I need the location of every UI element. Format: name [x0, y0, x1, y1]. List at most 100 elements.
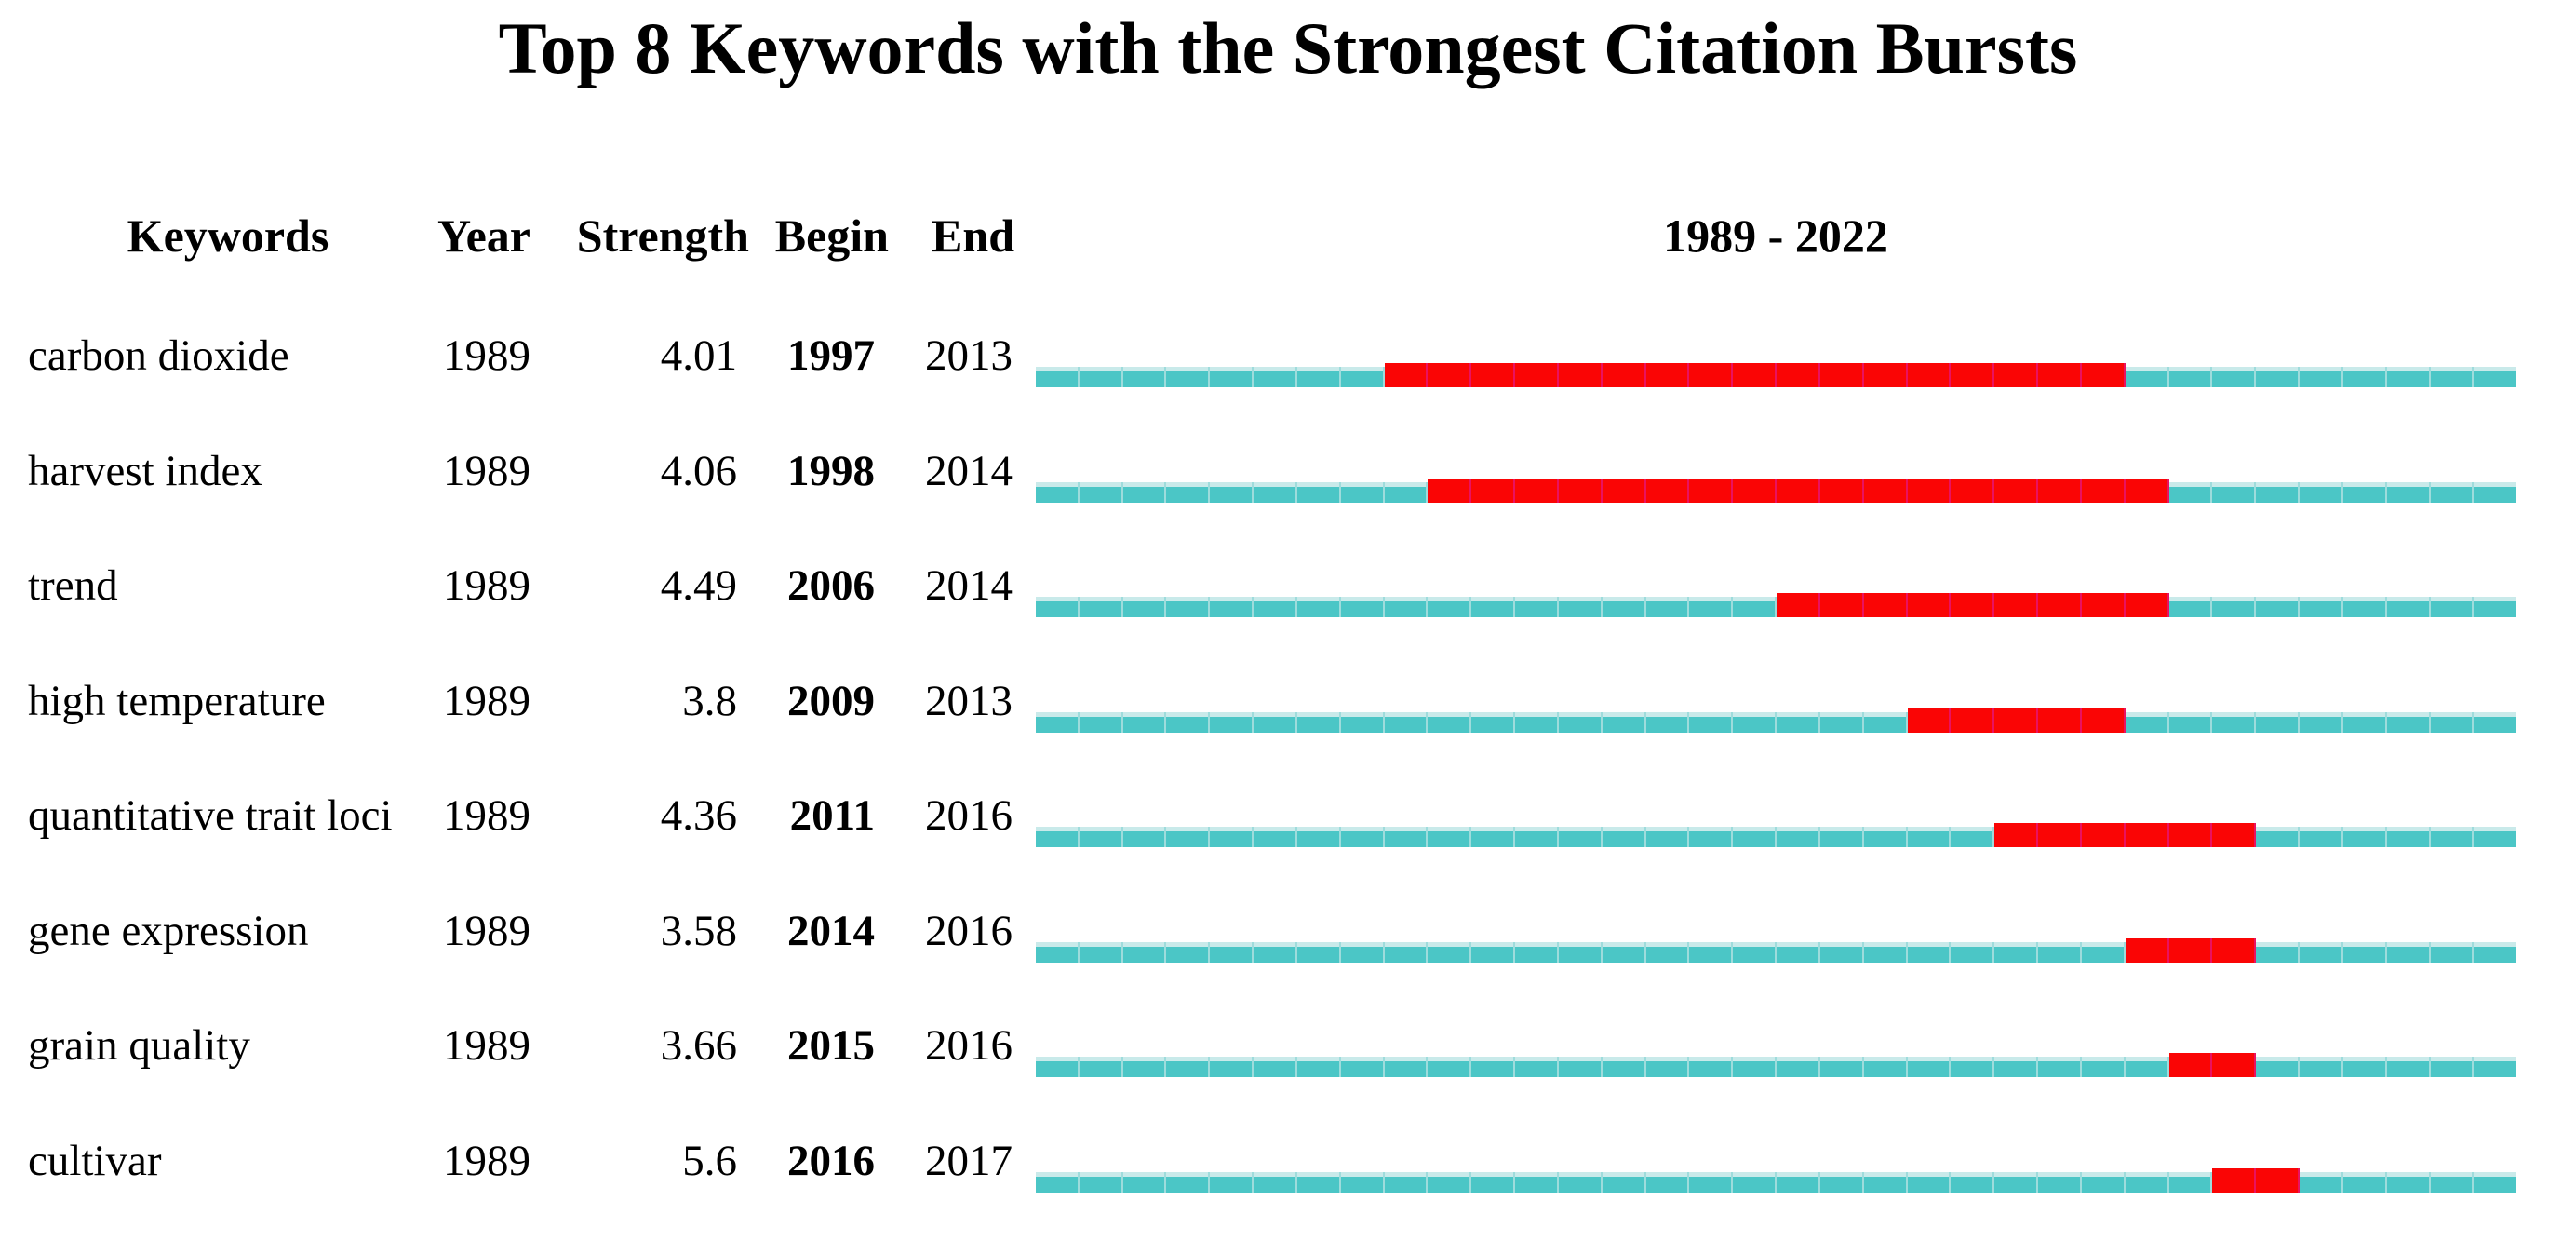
timeline-year-cell — [2474, 367, 2516, 387]
strength-cell: 4.06 — [660, 446, 737, 495]
timeline-year-cell — [2474, 1057, 2516, 1077]
timeline-year-cell — [1122, 1171, 1167, 1193]
timeline-year-cell — [1166, 367, 1211, 387]
timeline-year-cell — [1689, 1057, 1734, 1077]
timeline-year-cell — [2256, 597, 2301, 617]
strength-cell: 4.36 — [660, 791, 737, 840]
timeline-year-cell — [2386, 367, 2431, 387]
year-cell: 1989 — [443, 1136, 530, 1185]
timeline-year-cell — [2430, 1171, 2475, 1193]
timeline-year-cell — [2300, 1057, 2343, 1077]
burst-segment — [1602, 363, 1646, 387]
timeline-year-cell — [1733, 1057, 1778, 1077]
timeline-year-cell — [1733, 827, 1778, 847]
timeline-year-cell — [1907, 827, 1952, 847]
timeline-year-cell — [1296, 1057, 1341, 1077]
burst-segment — [1689, 363, 1734, 387]
timeline-year-cell — [1558, 597, 1603, 617]
burst-row: high temperature 1989 3.8 2009 2013 — [0, 641, 2576, 757]
timeline-year-cell — [1471, 711, 1516, 733]
timeline-year-cell — [1863, 1171, 1908, 1193]
timeline-year-cell — [2386, 1171, 2431, 1193]
timeline-year-cell — [2430, 941, 2475, 963]
timeline-year-cell — [1036, 711, 1080, 733]
burst-segment — [1907, 593, 1952, 617]
timeline-year-cell — [1471, 597, 1516, 617]
timeline-track — [1036, 1167, 2516, 1193]
keyword-cell: harvest index — [28, 446, 262, 495]
timeline-year-cell — [1863, 941, 1908, 963]
timeline-year-cell — [2430, 711, 2475, 733]
timeline-year-cell — [1210, 481, 1254, 503]
year-cell: 1989 — [443, 1021, 530, 1070]
timeline-year-cell — [1777, 711, 1820, 733]
timeline-year-cell — [1645, 1057, 1690, 1077]
burst-segment — [1907, 363, 1952, 387]
burst-segment — [1777, 478, 1820, 503]
timeline-year-cell — [1079, 481, 1123, 503]
timeline-year-cell — [1166, 827, 1211, 847]
burst-segment — [1863, 593, 1908, 617]
burst-segment — [2212, 1167, 2257, 1193]
timeline-year-cell — [1428, 597, 1472, 617]
keyword-cell: carbon dioxide — [28, 331, 289, 380]
timeline-year-cell — [2474, 597, 2516, 617]
burst-segment — [2212, 823, 2257, 847]
col-header-period: 1989 - 2022 — [1663, 209, 1888, 262]
burst-segment — [2168, 1053, 2213, 1077]
begin-cell: 2006 — [787, 561, 875, 610]
timeline-year-cell — [1254, 711, 1297, 733]
timeline-year-cell — [1166, 1171, 1211, 1193]
timeline-year-cell — [1210, 941, 1254, 963]
timeline-year-cell — [1645, 827, 1690, 847]
burst-segment — [1907, 708, 1952, 733]
timeline-year-cell — [2342, 711, 2387, 733]
timeline-year-cell — [1602, 597, 1646, 617]
timeline-year-cell — [1602, 941, 1646, 963]
timeline-year-cell — [1254, 827, 1297, 847]
burst-segment — [1819, 593, 1864, 617]
timeline-year-cell — [1907, 1057, 1952, 1077]
strength-cell: 4.49 — [660, 561, 737, 610]
burst-segment — [1428, 478, 1472, 503]
timeline-year-cell — [1689, 597, 1734, 617]
timeline-year-cell — [1645, 1171, 1690, 1193]
begin-cell: 2009 — [787, 676, 875, 725]
timeline-year-cell — [1515, 941, 1559, 963]
timeline-year-cell — [1122, 367, 1167, 387]
burst-segment — [1819, 363, 1864, 387]
timeline-year-cell — [1166, 481, 1211, 503]
timeline-year-cell — [2342, 1171, 2387, 1193]
timeline-year-cell — [1907, 941, 1952, 963]
timeline-year-cell — [2300, 1171, 2343, 1193]
timeline-year-cell — [1036, 597, 1080, 617]
col-header-strength: Strength — [576, 209, 749, 262]
timeline-track — [1036, 593, 2516, 617]
timeline-year-cell — [1166, 597, 1211, 617]
timeline-year-cell — [1036, 367, 1080, 387]
keyword-cell: cultivar — [28, 1136, 162, 1185]
timeline-year-cell — [1210, 827, 1254, 847]
end-cell: 2016 — [925, 906, 1013, 955]
timeline-year-cell — [1558, 941, 1603, 963]
burst-segment — [2081, 478, 2126, 503]
timeline-year-cell — [2386, 1057, 2431, 1077]
timeline-year-cell — [1079, 827, 1123, 847]
burst-row: quantitative trait loci 1989 4.36 2011 2016 — [0, 756, 2576, 871]
timeline-year-cell — [1777, 827, 1820, 847]
timeline-year-cell — [1340, 597, 1385, 617]
timeline-year-cell — [2430, 597, 2475, 617]
timeline-year-cell — [1384, 1171, 1429, 1193]
burst-segment — [2081, 593, 2126, 617]
timeline-year-cell — [1296, 367, 1341, 387]
burst-segment — [1471, 363, 1516, 387]
timeline-year-cell — [1428, 1171, 1472, 1193]
timeline-year-cell — [1122, 1057, 1167, 1077]
timeline-year-cell — [1602, 1171, 1646, 1193]
year-cell: 1989 — [443, 676, 530, 725]
burst-row: cultivar 1989 5.6 2016 2017 — [0, 1101, 2576, 1217]
timeline-year-cell — [1340, 481, 1385, 503]
timeline-year-cell — [1907, 1171, 1952, 1193]
table-header: Keywords Year Strength Begin End 1989 - … — [0, 207, 2576, 272]
